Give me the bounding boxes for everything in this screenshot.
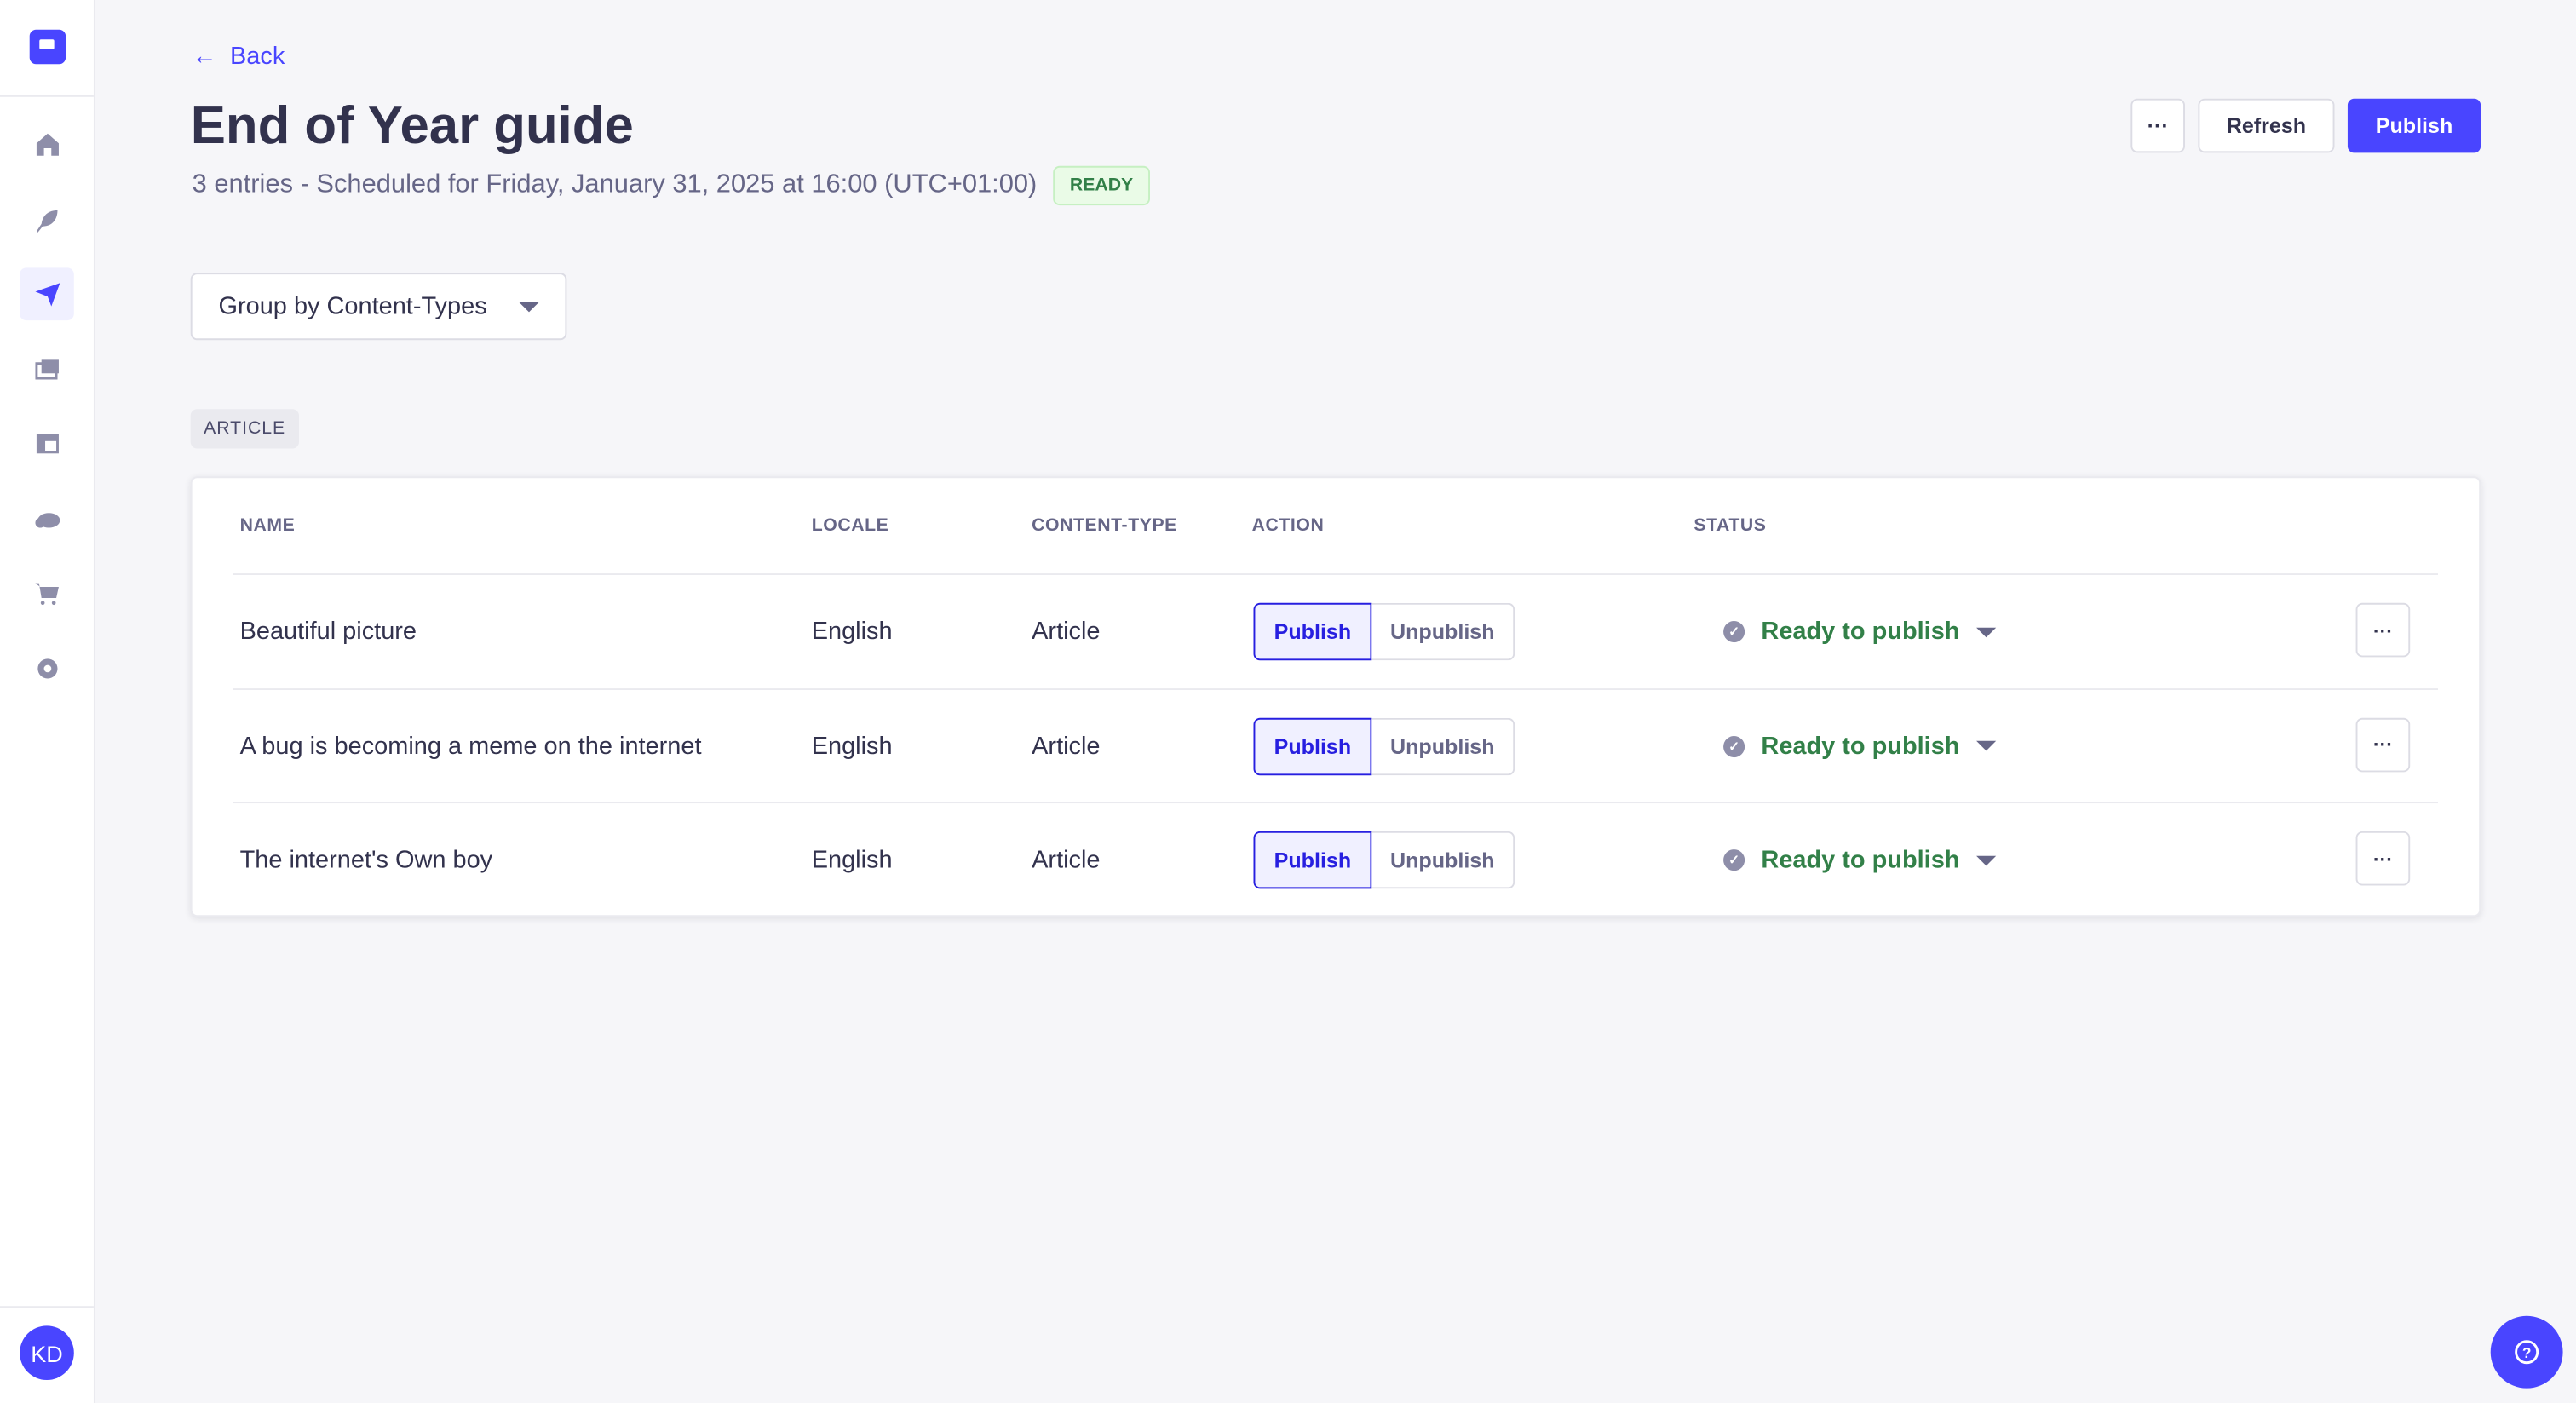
publish-option[interactable]: Publish (1253, 602, 1372, 661)
check-circle-icon: ✓ (1723, 620, 1745, 643)
group-by-select[interactable]: Group by Content-Types (190, 273, 567, 341)
divider (0, 1306, 94, 1308)
row-more-button[interactable]: ··· (2355, 602, 2411, 658)
entry-name: A bug is becoming a meme on the internet (239, 732, 702, 760)
entry-locale: English (811, 618, 893, 646)
schedule-text: 3 entries - Scheduled for Friday, Januar… (192, 170, 1038, 199)
unpublish-option[interactable]: Unpublish (1371, 716, 1515, 775)
entry-locale: English (811, 732, 893, 760)
entry-status[interactable]: ✓ Ready to publish (1723, 575, 1996, 688)
avatar[interactable]: KD (20, 1325, 74, 1380)
cloud-icon (34, 513, 60, 528)
sidebar-item-content-type-builder[interactable] (20, 417, 74, 470)
sidebar-item-content-manager[interactable] (20, 194, 74, 247)
sidebar-item-releases[interactable] (20, 267, 74, 321)
status-label: Ready to publish (1761, 846, 1960, 874)
back-link[interactable]: ← Back (193, 43, 285, 71)
entry-status[interactable]: ✓ Ready to publish (1723, 803, 1996, 917)
group-tag: ARTICLE (190, 409, 299, 449)
column-header: NAME (239, 515, 296, 536)
arrow-left-icon: ← (192, 43, 217, 71)
layout-icon (35, 434, 58, 454)
status-badge: READY (1053, 165, 1150, 206)
entry-content-type: Article (1032, 846, 1101, 874)
status-label: Ready to publish (1761, 732, 1960, 760)
logo[interactable] (29, 29, 66, 65)
entry-content-type: Article (1032, 618, 1101, 646)
check-circle-icon: ✓ (1723, 849, 1745, 871)
table-row: The internet's Own boy English Article P… (233, 802, 2438, 917)
help-icon: ? (2515, 1340, 2539, 1365)
status-label: Ready to publish (1761, 618, 1960, 646)
chevron-down-icon (519, 301, 539, 312)
column-header: STATUS (1693, 515, 1767, 536)
sidebar-item-home[interactable] (20, 118, 74, 171)
refresh-button[interactable]: Refresh (2198, 98, 2335, 153)
chevron-down-icon (1975, 740, 1996, 751)
home-icon (35, 133, 58, 156)
sidebar: KD (0, 0, 95, 1403)
help-button[interactable]: ? (2490, 1315, 2563, 1389)
images-icon (34, 359, 58, 380)
entry-name: Beautiful picture (239, 618, 417, 646)
sidebar-item-marketplace[interactable] (20, 566, 74, 619)
publish-button[interactable]: Publish (2347, 98, 2481, 153)
entry-status[interactable]: ✓ Ready to publish (1723, 689, 1996, 802)
chevron-down-icon (1975, 626, 1996, 637)
gear-icon (37, 658, 57, 679)
feather-icon (35, 210, 57, 233)
column-header: CONTENT-TYPE (1032, 515, 1177, 536)
entry-locale: English (811, 846, 893, 874)
entry-name: The internet's Own boy (239, 846, 493, 874)
cart-icon (34, 583, 58, 606)
table-row: Beautiful picture English Article Publis… (233, 573, 2438, 688)
entries-table: NAME LOCALE CONTENT-TYPE ACTION STATUS B… (190, 476, 2481, 917)
action-toggle: Publish Unpublish (1253, 602, 1515, 661)
page-subtitle: 3 entries - Scheduled for Friday, Januar… (192, 165, 1150, 206)
publish-option[interactable]: Publish (1253, 716, 1372, 775)
page-title: End of Year guide (190, 95, 634, 155)
check-circle-icon: ✓ (1723, 735, 1745, 757)
row-more-button[interactable]: ··· (2355, 716, 2411, 772)
sidebar-item-cloud[interactable] (20, 493, 74, 546)
group-by-value: Group by Content-Types (218, 292, 487, 321)
divider (0, 95, 94, 97)
paper-plane-icon (34, 283, 60, 307)
chevron-down-icon (1975, 854, 1996, 865)
action-toggle: Publish Unpublish (1253, 716, 1515, 775)
table-row: A bug is becoming a meme on the internet… (233, 687, 2438, 802)
back-label: Back (229, 43, 285, 71)
action-toggle: Publish Unpublish (1253, 831, 1515, 889)
entry-content-type: Article (1032, 732, 1101, 760)
publish-option[interactable]: Publish (1253, 831, 1372, 889)
unpublish-option[interactable]: Unpublish (1371, 602, 1515, 661)
sidebar-item-media-library[interactable] (20, 343, 74, 396)
column-header: LOCALE (811, 515, 889, 536)
sidebar-item-settings[interactable] (20, 642, 74, 695)
unpublish-option[interactable]: Unpublish (1371, 831, 1515, 889)
svg-text:?: ? (2522, 1344, 2532, 1361)
more-actions-button[interactable]: ··· (2130, 98, 2185, 153)
row-more-button[interactable]: ··· (2355, 831, 2411, 886)
column-header: ACTION (1251, 515, 1325, 536)
